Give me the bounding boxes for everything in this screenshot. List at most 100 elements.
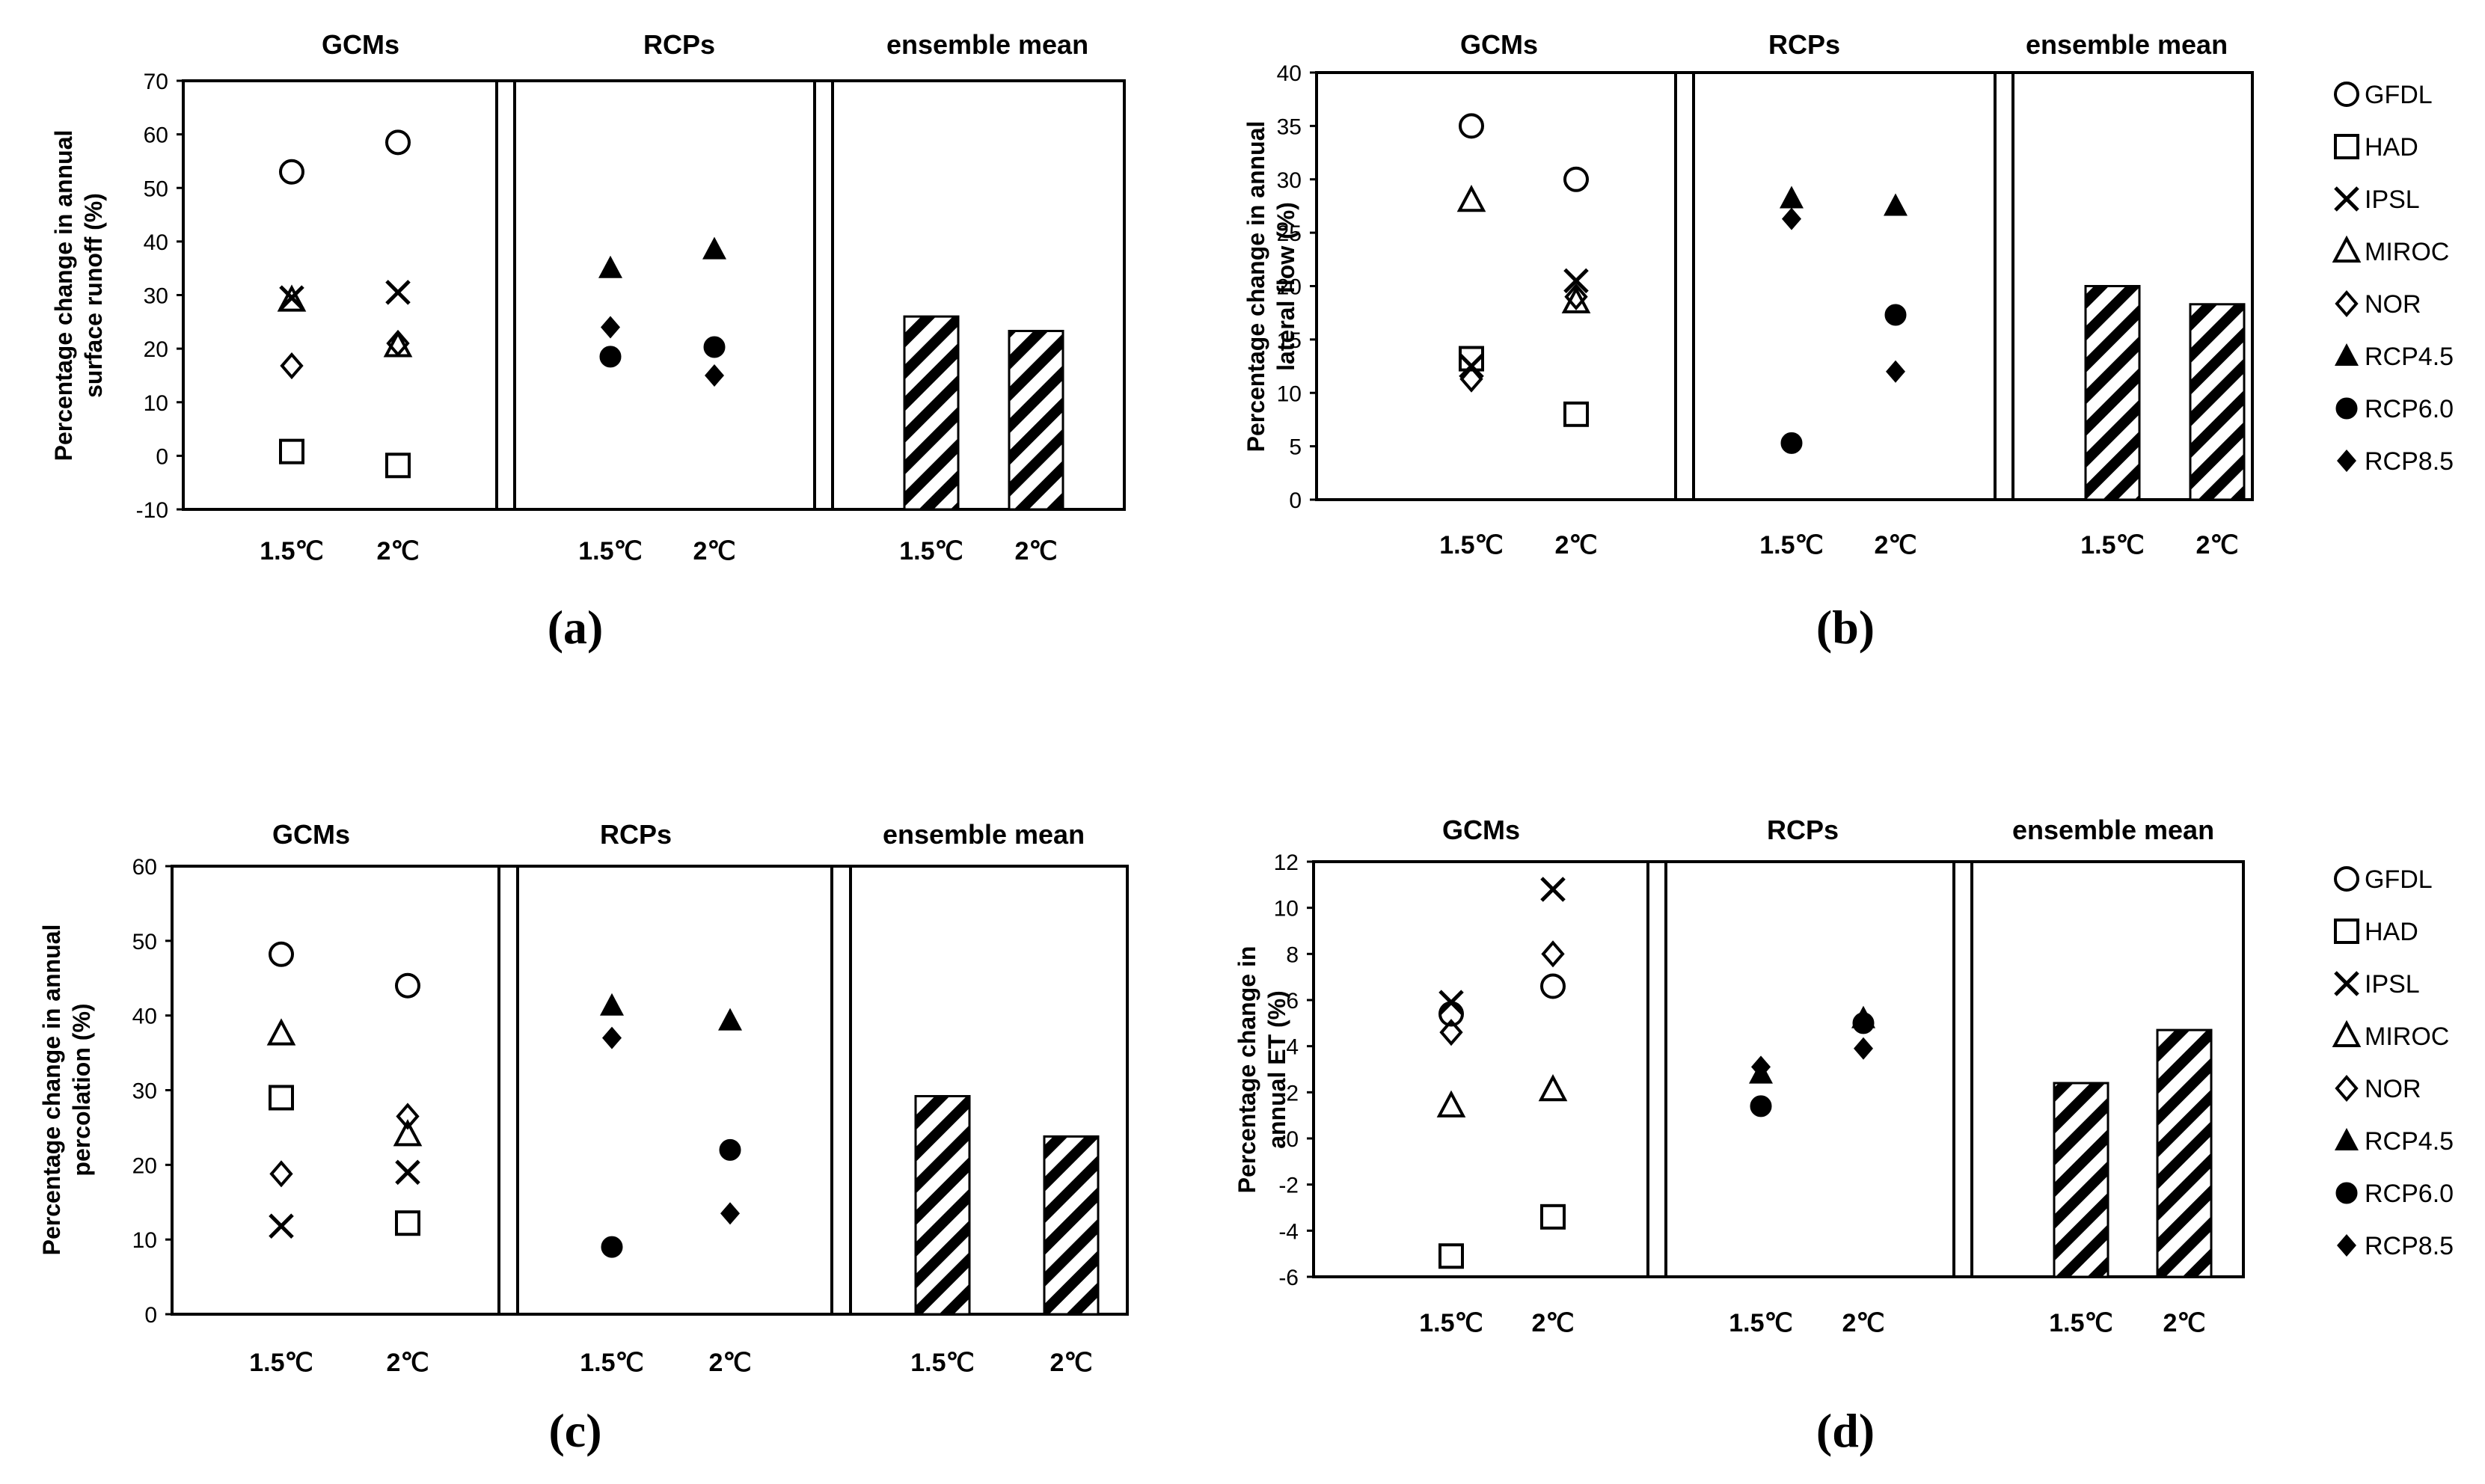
plot-frame xyxy=(171,865,1129,1316)
y-tick-label: 40 xyxy=(1277,61,1302,86)
legend-marker-gfdl xyxy=(2334,82,2359,107)
section-header: RCPs xyxy=(600,819,672,850)
x-tick-label: 1.5℃ xyxy=(1729,1309,1792,1337)
legend-label: MIROC xyxy=(2365,1022,2449,1051)
point-nor xyxy=(386,329,410,358)
legend-label: HAD xyxy=(2365,133,2418,162)
point-had xyxy=(395,1210,420,1236)
section-header: RCPs xyxy=(1767,815,1839,845)
x-tick-label: 2℃ xyxy=(1842,1309,1884,1337)
y-tick-label: 30 xyxy=(1277,168,1302,193)
point-miroc xyxy=(277,284,307,312)
y-tick-label: 20 xyxy=(1277,275,1302,300)
legend-label: RCP6.0 xyxy=(2365,1180,2454,1208)
legend-label: NOR xyxy=(2365,290,2421,319)
x-tick-label: 1.5℃ xyxy=(910,1349,974,1377)
legend: GFDL HAD IPSL MIROC NOR RCP4.5 RCP6.0 RCP8.5 xyxy=(2332,865,2454,1260)
point-rcp60 xyxy=(601,1236,623,1258)
ensemble-mean-bar xyxy=(1008,329,1064,511)
y-axis-title-line: Percentage change in annual xyxy=(38,925,65,1256)
y-tick-label: -4 xyxy=(1278,1219,1299,1244)
y-tick-label: 0 xyxy=(156,444,168,469)
y-tick-label: 10 xyxy=(1274,897,1299,922)
panel-label: (b) xyxy=(1816,601,1875,654)
section-header: ensemble mean xyxy=(2012,815,2214,845)
plot-frame xyxy=(182,79,1126,511)
x-tick-label: 2℃ xyxy=(1050,1349,1092,1377)
point-gfdl xyxy=(1540,973,1566,999)
y-tick-label: 4 xyxy=(1286,1035,1299,1060)
point-rcp45 xyxy=(1780,186,1804,209)
y-axis-title-line: surface runoff (%) xyxy=(80,193,107,398)
section-header: RCPs xyxy=(643,29,715,60)
x-tick-label: 1.5℃ xyxy=(1419,1309,1483,1337)
legend-label: RCP6.0 xyxy=(2365,395,2454,423)
x-tick-label: 2℃ xyxy=(1874,531,1916,559)
point-ipsl xyxy=(1438,990,1464,1015)
point-rcp85 xyxy=(601,316,620,339)
y-tick-label: 35 xyxy=(1277,114,1302,139)
y-tick-label: 50 xyxy=(132,930,157,954)
section-header: ensemble mean xyxy=(2026,29,2228,60)
legend-marker-miroc xyxy=(2332,235,2362,263)
y-tick-label: -2 xyxy=(1278,1174,1299,1198)
legend-marker-rcp85 xyxy=(2337,1234,2356,1257)
y-tick-label: 0 xyxy=(144,1303,157,1328)
y-axis-title-line: annual ET (%) xyxy=(1263,990,1290,1149)
y-tick-label: 10 xyxy=(144,391,168,416)
legend-label: RCP4.5 xyxy=(2365,343,2454,371)
point-ipsl xyxy=(1540,877,1566,902)
point-had xyxy=(385,453,411,479)
y-tick-label: 6 xyxy=(1286,989,1299,1014)
legend-label: HAD xyxy=(2365,918,2418,946)
legend-marker-nor xyxy=(2335,1074,2359,1103)
y-axis-title-line: Percentage change in annual xyxy=(1242,121,1269,453)
point-nor xyxy=(1541,940,1565,968)
y-tick-label: 0 xyxy=(1286,1127,1299,1152)
point-rcp45 xyxy=(702,236,726,260)
legend-marker-had xyxy=(2334,134,2359,159)
y-tick-label: 8 xyxy=(1286,942,1299,967)
x-tick-label: 2℃ xyxy=(1531,1309,1574,1337)
point-rcp85 xyxy=(720,1202,740,1225)
point-rcp85 xyxy=(1751,1055,1771,1079)
panel-c: 0 10 20 30 40 50 60 Percentage change in annual… xyxy=(38,819,1129,1457)
x-tick-label: 2℃ xyxy=(2196,531,2238,559)
point-rcp85 xyxy=(1886,360,1905,383)
x-tick-label: 1.5℃ xyxy=(580,1349,643,1377)
legend-marker-rcp45 xyxy=(2335,1128,2359,1150)
x-tick-label: 1.5℃ xyxy=(1759,531,1823,559)
point-had xyxy=(1563,401,1589,427)
plot-frame xyxy=(1312,860,2245,1278)
x-tick-label: 2℃ xyxy=(1554,531,1597,559)
ensemble-mean-bar xyxy=(2084,285,2141,501)
y-tick-label: 40 xyxy=(132,1005,157,1029)
ensemble-mean-bar xyxy=(1043,1135,1100,1316)
point-ipsl xyxy=(395,1159,420,1186)
point-rcp45 xyxy=(718,1008,742,1031)
x-tick-label: 2℃ xyxy=(2163,1309,2205,1337)
panel-d: -6 -4 -2 0 2 4 6 8 10 12 Percentage change in annua… xyxy=(1234,815,2245,1457)
x-tick-label: 2℃ xyxy=(376,537,419,565)
point-nor xyxy=(396,1103,420,1130)
y-tick-label: 0 xyxy=(1289,488,1302,513)
ensemble-mean-bar xyxy=(2053,1082,2109,1278)
point-rcp60 xyxy=(703,336,726,358)
panel-b: 0 5 10 15 20 25 30 35 40 Percentage change in ann… xyxy=(1242,29,2254,654)
x-tick-label: 1.5℃ xyxy=(899,537,963,565)
point-ipsl xyxy=(1563,268,1589,294)
point-ipsl xyxy=(269,1213,294,1239)
y-tick-label: 10 xyxy=(132,1228,157,1253)
legend-label: RCP8.5 xyxy=(2365,447,2454,476)
y-tick-label: 2 xyxy=(1286,1081,1299,1106)
legend-marker-rcp60 xyxy=(2335,1182,2358,1204)
legend-marker-ipsl xyxy=(2334,971,2359,996)
point-gfdl xyxy=(385,129,411,156)
panel-label: (d) xyxy=(1816,1404,1875,1457)
y-tick-label: 60 xyxy=(132,855,157,880)
y-tick-label: 5 xyxy=(1289,435,1302,460)
point-gfdl xyxy=(1459,113,1484,139)
point-ipsl xyxy=(279,285,304,310)
point-rcp60 xyxy=(599,346,622,368)
legend-label: GFDL xyxy=(2365,81,2433,109)
